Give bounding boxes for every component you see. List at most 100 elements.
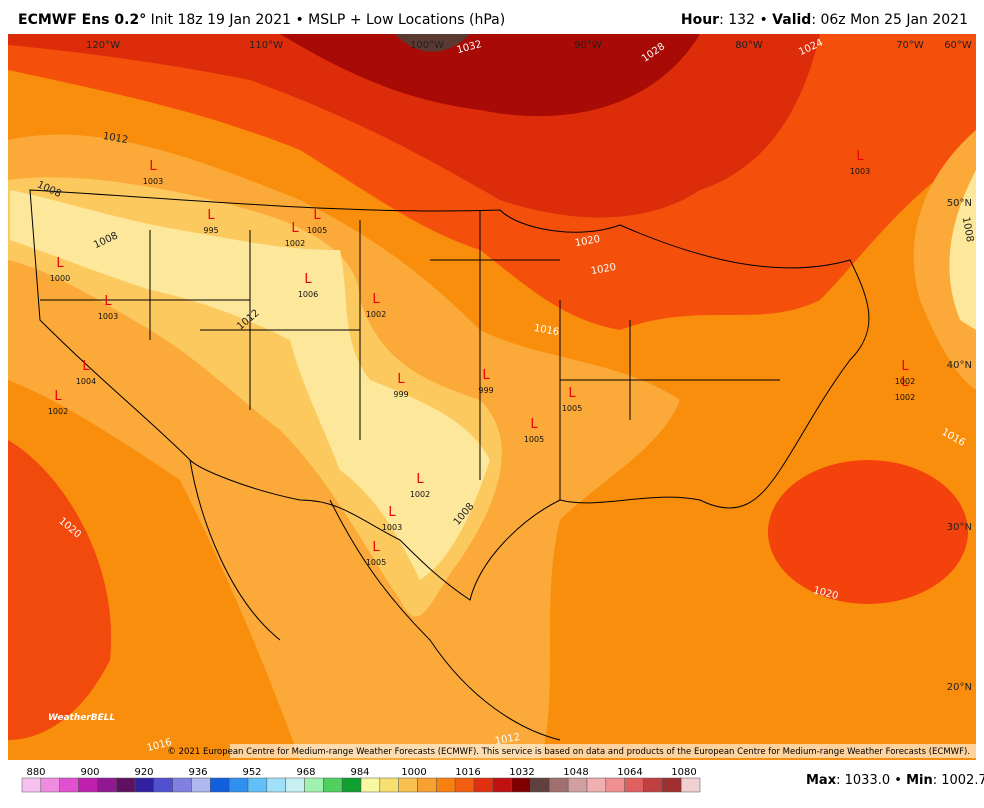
hour-label: Hour [680, 12, 720, 28]
low-marker: L [388, 505, 396, 520]
colorbar-swatch [59, 777, 79, 793]
colorbar-label: 952 [242, 767, 261, 778]
colorbar-swatch [624, 777, 644, 793]
colorbar-swatch [341, 777, 362, 793]
low-pressure: 1004 [76, 377, 96, 386]
low-pressure: 1002 [366, 310, 386, 319]
low-pressure: 1002 [410, 490, 430, 499]
latitude-label: 20°N [947, 682, 972, 693]
low-marker: L [901, 359, 909, 374]
low-pressure: 999 [393, 390, 408, 399]
colorbar-swatch [511, 777, 531, 793]
colorbar-swatch [153, 777, 173, 793]
colorbar-swatch [115, 777, 136, 793]
low-pressure: 1002 [285, 239, 305, 248]
valid-label: Valid [772, 12, 812, 28]
low-pressure: 999 [478, 386, 493, 395]
colorbar-swatch [360, 777, 381, 793]
colorbar-swatch [379, 777, 399, 793]
colorbar-swatch [210, 777, 230, 793]
colorbar-swatch [40, 777, 60, 793]
low-pressure: 1005 [562, 404, 582, 413]
low-marker: L [104, 294, 112, 309]
colorbar-swatch [567, 777, 588, 793]
min-label: Min [906, 773, 933, 788]
low-marker: L [313, 208, 321, 223]
copyright: © 2021 European Centre for Medium-range … [167, 747, 970, 757]
colorbar-swatch [436, 777, 456, 793]
longitude-label: 80°W [735, 40, 763, 51]
low-pressure: 1002 [48, 407, 68, 416]
colorbar-swatch [417, 777, 437, 793]
header-right: Hour: 132 • Valid: 06z Mon 25 Jan 2021 [680, 12, 968, 28]
low-marker: L [56, 256, 64, 271]
low-pressure: 1003 [98, 312, 118, 321]
contour-label: 1012 [102, 131, 129, 146]
colorbar-swatch [662, 777, 682, 793]
pressure-field [8, 34, 976, 760]
low-marker: L [372, 292, 380, 307]
borders [29, 189, 870, 741]
colorbar-swatch [172, 777, 192, 793]
low-marker: L [901, 375, 909, 390]
low-pressure: 1002 [895, 377, 915, 386]
contour-label: 1016 [533, 323, 560, 338]
latitude-label: 50°N [947, 198, 972, 209]
valid: 06z Mon 25 Jan 2021 [820, 12, 968, 28]
low-marker: L [530, 417, 538, 432]
contour-label: 1008 [960, 216, 975, 243]
colorbar-swatch [247, 777, 268, 793]
colorbar-label: 1000 [401, 767, 426, 778]
colorbar-swatch [323, 777, 343, 793]
model: ECMWF Ens 0.2° [18, 12, 147, 28]
colorbar-label: 984 [350, 767, 369, 778]
colorbar-label: 1048 [563, 767, 588, 778]
colorbar-swatch [266, 777, 286, 793]
low-marker: L [397, 372, 405, 387]
contour-label: 1012 [494, 732, 521, 747]
max-min: Max: 1033.0 • Min: 1002.7 [806, 773, 984, 788]
longitude-label: 100°W [410, 40, 444, 51]
latitude-label: 40°N [947, 360, 972, 371]
colorbar-swatch [78, 777, 98, 793]
colorbar-swatch [492, 777, 512, 793]
colorbar-swatch [304, 777, 324, 793]
low-marker: L [482, 368, 490, 383]
colorbar-label: 920 [134, 767, 153, 778]
low-pressure: 1005 [366, 558, 386, 567]
low-marker: L [82, 359, 90, 374]
low-marker: L [149, 159, 157, 174]
low-marker: L [568, 386, 576, 401]
latitude-label: 30°N [947, 522, 972, 533]
colorbar-swatch [530, 777, 550, 793]
colorbar-label: 1016 [455, 767, 480, 778]
colorbar-swatch [97, 777, 117, 793]
low-marker: L [416, 472, 424, 487]
colorbar-swatch [680, 777, 701, 793]
longitude-label: 60°W [944, 40, 972, 51]
header-left: ECMWF Ens 0.2° Init 18z 19 Jan 2021 • MS… [18, 12, 505, 28]
colorbar-swatch [191, 777, 211, 793]
max-value: 1033.0 [845, 773, 891, 788]
colorbar-swatch [473, 777, 494, 793]
longitude-label: 90°W [574, 40, 602, 51]
colorbar-label: 900 [80, 767, 99, 778]
low-pressure: 1003 [143, 177, 163, 186]
low-marker: L [372, 540, 380, 555]
init: Init 18z 19 Jan 2021 • MSLP + Low Locati… [150, 12, 506, 28]
low-pressure: 1005 [307, 226, 327, 235]
hour: 132 [728, 12, 755, 28]
low-pressure: 1003 [850, 167, 870, 176]
colorbar-swatch [398, 777, 418, 793]
low-marker: L [291, 221, 299, 236]
longitude-label: 70°W [896, 40, 924, 51]
longitude-label: 120°W [86, 40, 120, 51]
contour-label: 1020 [574, 234, 601, 249]
low-marker: L [304, 272, 312, 287]
contour-label: 1020 [590, 262, 617, 277]
colorbar-label: 1080 [671, 767, 696, 778]
colorbar-swatch [21, 777, 42, 793]
colorbar-swatch [549, 777, 569, 793]
low-pressure: 1000 [50, 274, 70, 283]
